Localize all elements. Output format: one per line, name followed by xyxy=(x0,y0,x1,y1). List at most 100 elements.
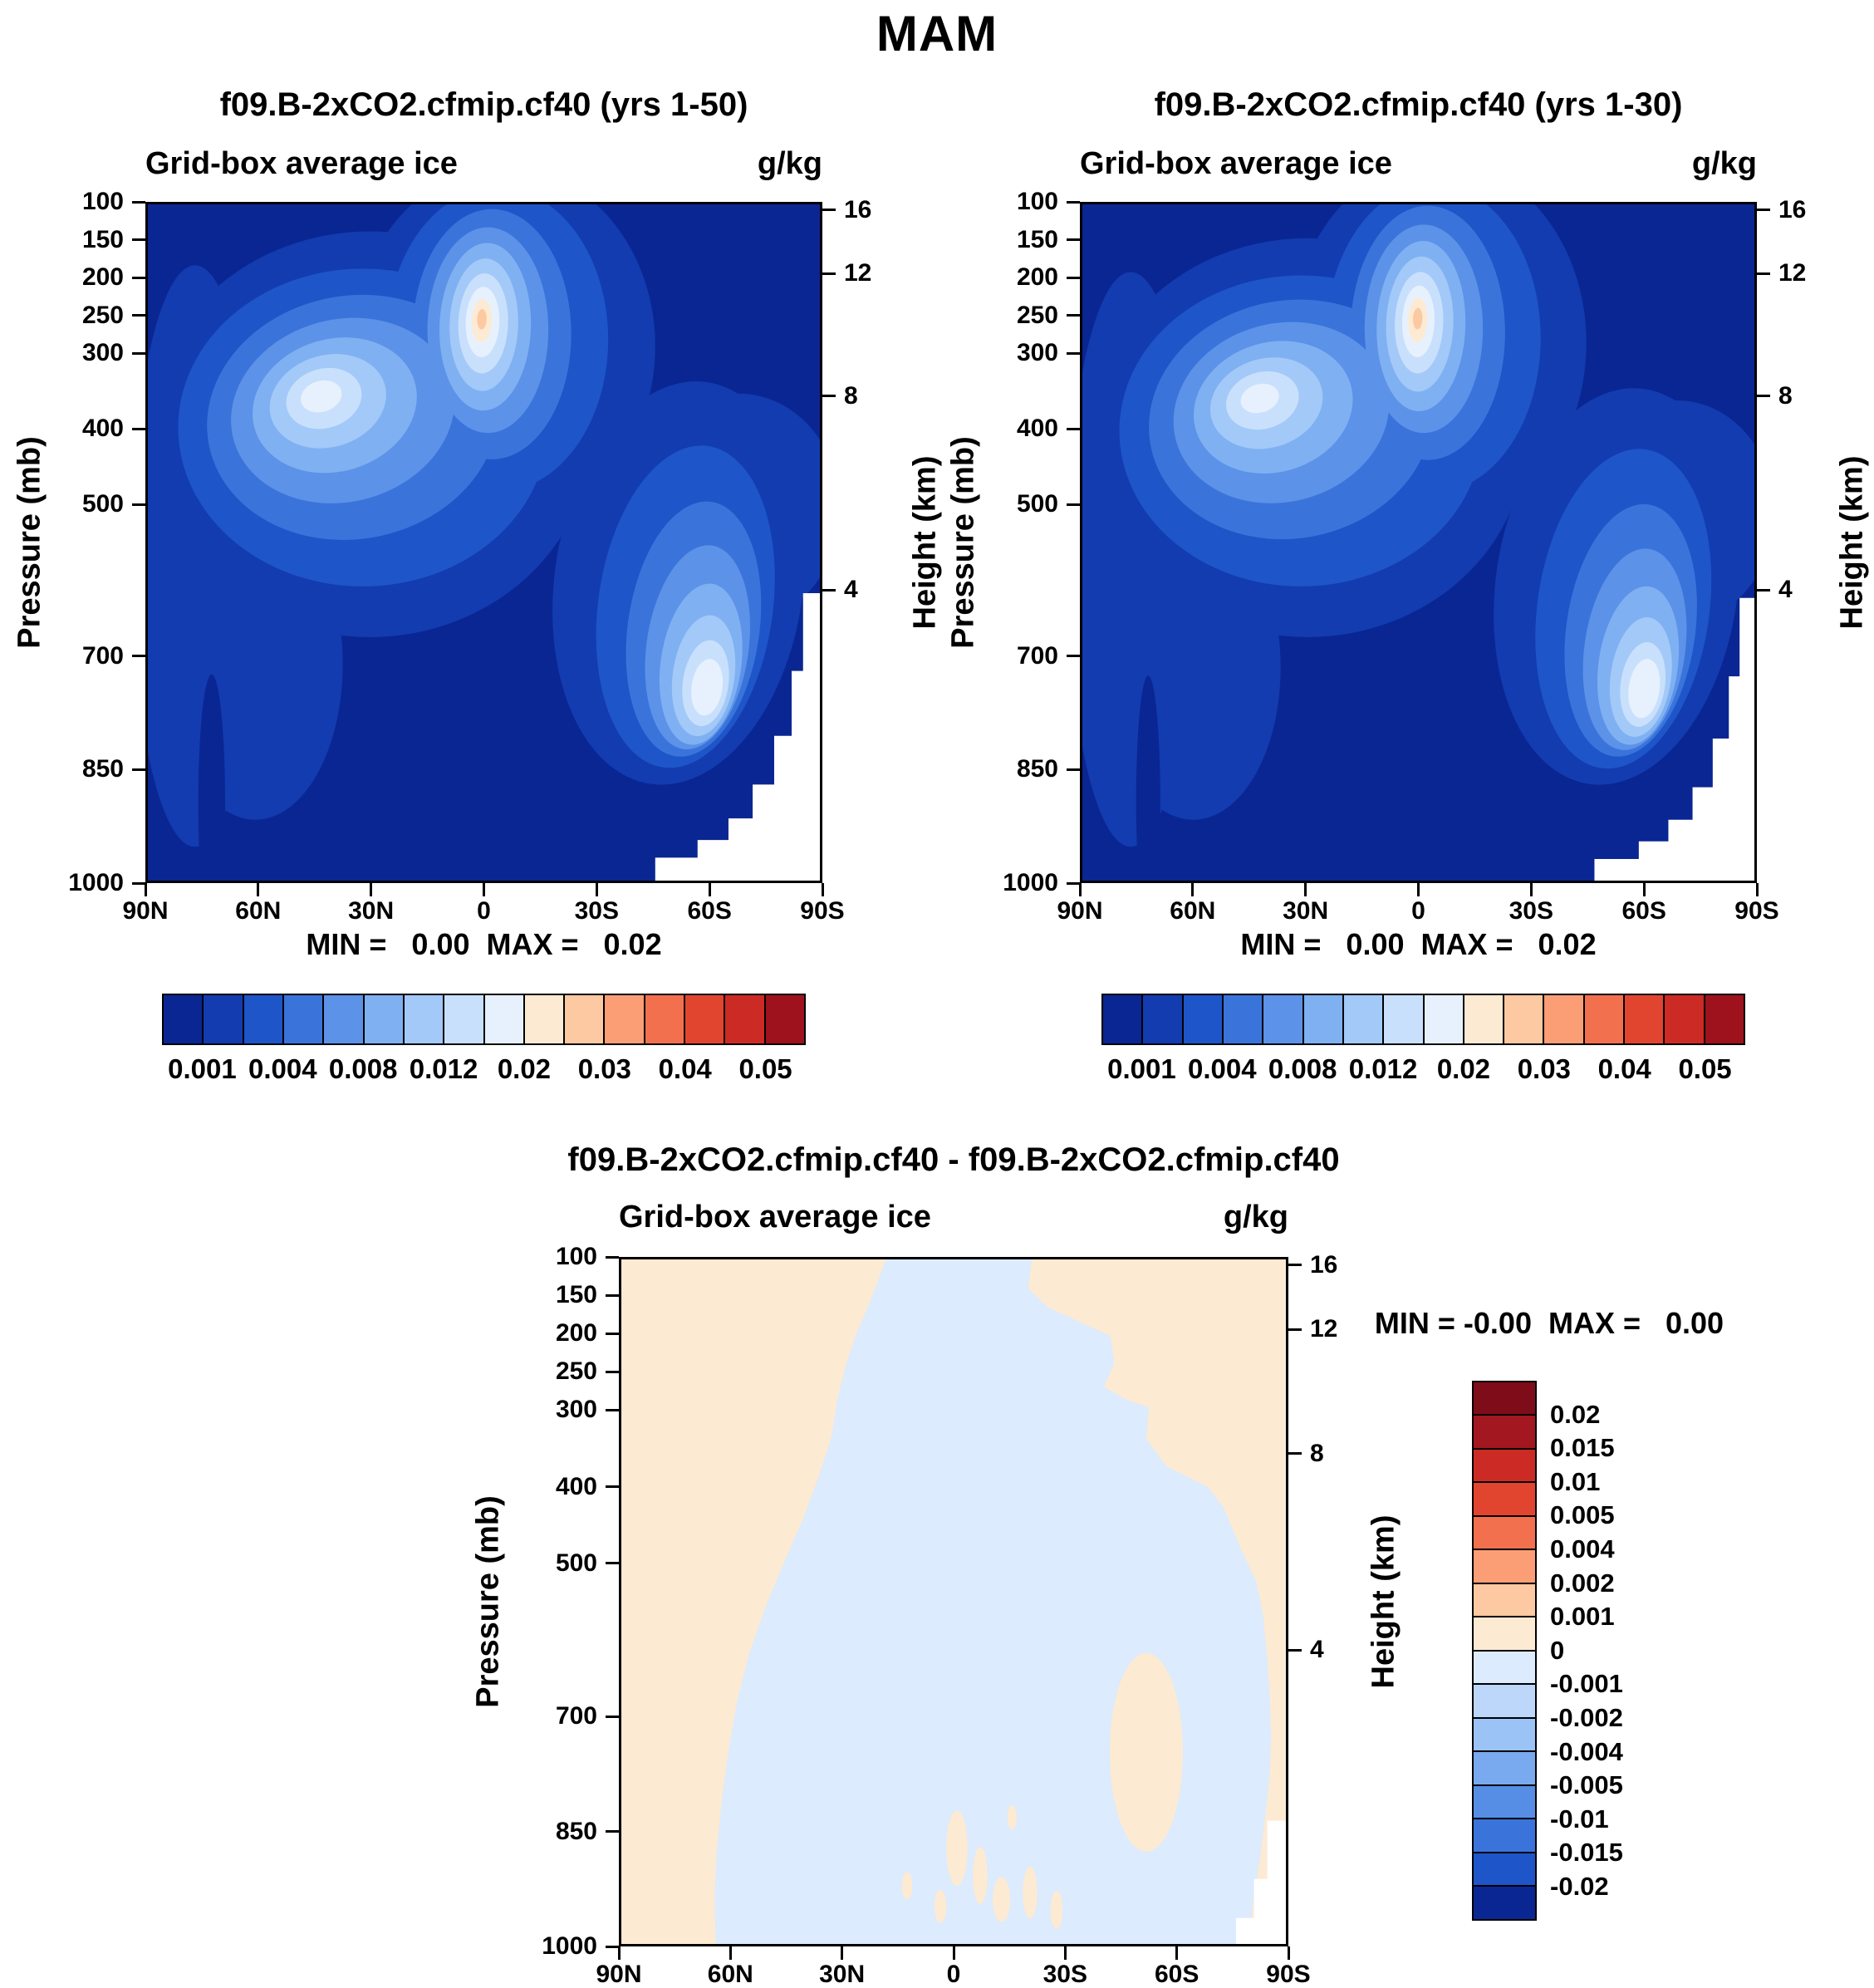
diff-colorbar-cell xyxy=(1472,1447,1537,1484)
diff-colorbar-cell xyxy=(1472,1549,1537,1584)
height-tick-label: 8 xyxy=(1778,381,1793,410)
panel3-pressure-axis-label: Pressure (mb) xyxy=(470,1495,506,1708)
latitude-tick-label: 30S xyxy=(1509,897,1554,925)
colorbar-cell xyxy=(1422,994,1464,1045)
colorbar-cell xyxy=(1623,994,1666,1045)
panel1-height-axis-label: Height (km) xyxy=(907,455,943,630)
pressure-tick-label: 500 xyxy=(81,490,124,518)
pressure-tick-label: 700 xyxy=(81,641,124,670)
diff-colorbar-cell xyxy=(1472,1381,1537,1416)
diff-colorbar-label: -0.015 xyxy=(1550,1838,1623,1868)
contour-plot-1 xyxy=(145,202,822,883)
panel2-subtitle: Grid-box average ice xyxy=(1080,146,1392,181)
colorbar-panel2 xyxy=(1101,994,1745,1045)
latitude-tick xyxy=(1078,883,1082,896)
colorbar-label: 0.05 xyxy=(1678,1053,1732,1084)
colorbar-cell xyxy=(443,994,485,1045)
colorbar-cell xyxy=(724,994,766,1045)
pressure-tick xyxy=(1067,276,1080,279)
pressure-tick xyxy=(1067,768,1080,771)
diff-colorbar-label: -0.004 xyxy=(1550,1736,1623,1766)
contour-band xyxy=(934,1889,947,1923)
diff-colorbar-cell xyxy=(1472,1784,1537,1820)
latitude-tick-label: 90S xyxy=(1266,1961,1311,1988)
diff-colorbar-cell xyxy=(1472,1582,1537,1618)
colorbar-cell xyxy=(483,994,525,1045)
height-tick-label: 12 xyxy=(844,259,872,287)
latitude-tick-label: 90N xyxy=(1057,897,1103,925)
pressure-tick-label: 500 xyxy=(1016,490,1058,518)
colorbar-label: 0.02 xyxy=(497,1053,552,1084)
panel3-title: f09.B-2xCO2.cfmip.cf40 - f09.B-2xCO2.cfm… xyxy=(567,1141,1340,1178)
diff-colorbar-cell xyxy=(1472,1750,1537,1786)
colorbar-cell xyxy=(242,994,284,1045)
pressure-tick xyxy=(1067,314,1080,317)
latitude-tick-label: 90S xyxy=(1734,897,1779,925)
diff-colorbar-label: 0.005 xyxy=(1550,1500,1615,1530)
pressure-tick-label: 850 xyxy=(1016,755,1058,783)
pressure-tick-label: 850 xyxy=(81,755,124,783)
pressure-tick-label: 100 xyxy=(81,188,124,215)
height-tick-label: 8 xyxy=(1310,1439,1324,1467)
diff-colorbar-label: 0.02 xyxy=(1550,1399,1601,1429)
height-tick xyxy=(1757,272,1770,275)
pressure-tick xyxy=(132,200,145,204)
diff-colorbar-cell xyxy=(1472,1481,1537,1517)
panel1-subtitle: Grid-box average ice xyxy=(145,146,458,181)
colorbar-cell xyxy=(1582,994,1626,1045)
colorbar-cell xyxy=(1703,994,1745,1045)
panel3-subtitle: Grid-box average ice xyxy=(619,1200,931,1235)
colorbar-cell xyxy=(1262,994,1304,1045)
contour-band xyxy=(691,659,724,716)
pressure-tick-label: 400 xyxy=(81,415,124,443)
pressure-tick-label: 200 xyxy=(555,1319,597,1347)
contour-field xyxy=(148,204,820,881)
diff-colorbar-cell xyxy=(1472,1885,1537,1921)
height-tick-label: 16 xyxy=(844,195,872,223)
height-tick xyxy=(1288,1452,1302,1455)
diff-colorbar-cell xyxy=(1472,1616,1537,1652)
latitude-tick-label: 60S xyxy=(1154,1961,1199,1988)
contour-plot-2 xyxy=(1080,202,1757,883)
terrain-mask xyxy=(655,593,820,881)
panel2-title: f09.B-2xCO2.cfmip.cf40 (yrs 1-30) xyxy=(1154,86,1683,123)
diff-colorbar-cell xyxy=(1472,1649,1537,1686)
contour-band xyxy=(477,309,487,330)
colorbar-label: 0.001 xyxy=(1107,1053,1176,1084)
pressure-tick-label: 100 xyxy=(1016,188,1058,215)
contour-band xyxy=(1240,383,1279,414)
colorbar-cell xyxy=(1382,994,1425,1045)
colorbar-cell xyxy=(1221,994,1264,1045)
diff-colorbar-label: 0.004 xyxy=(1550,1534,1615,1563)
latitude-tick-label: 60N xyxy=(235,897,282,925)
height-tick xyxy=(1757,209,1770,212)
pressure-tick xyxy=(606,1293,619,1297)
colorbar-cell xyxy=(603,994,645,1045)
height-tick xyxy=(1288,1648,1302,1652)
latitude-tick-label: 60S xyxy=(687,897,732,925)
latitude-tick xyxy=(1287,1946,1290,1960)
latitude-tick xyxy=(1417,883,1420,896)
height-tick-label: 12 xyxy=(1310,1315,1338,1343)
panel3-units-label: g/kg xyxy=(1223,1200,1288,1235)
pressure-tick-label: 150 xyxy=(1016,225,1058,253)
latitude-tick-label: 90N xyxy=(596,1961,642,1988)
diff-colorbar-label: 0.01 xyxy=(1550,1466,1601,1496)
colorbar-cell xyxy=(362,994,405,1045)
colorbar-cell xyxy=(1101,994,1144,1045)
pressure-tick xyxy=(606,1408,619,1411)
panel1-pressure-axis-label: Pressure (mb) xyxy=(12,436,47,649)
latitude-tick xyxy=(483,883,485,896)
diff-colorbar-label: 0 xyxy=(1550,1635,1565,1665)
contour-band xyxy=(1413,307,1423,330)
colorbar-cell xyxy=(1462,994,1505,1045)
diff-colorbar-label: 0.001 xyxy=(1550,1602,1615,1632)
colorbar-cell xyxy=(522,994,566,1045)
height-tick-label: 8 xyxy=(844,381,858,410)
pressure-tick xyxy=(132,276,145,279)
colorbar-label: 0.008 xyxy=(328,1053,398,1084)
height-tick xyxy=(1757,395,1770,398)
pressure-tick xyxy=(606,1485,619,1489)
pressure-tick xyxy=(606,1370,619,1373)
latitude-tick-label: 60N xyxy=(707,1961,753,1988)
